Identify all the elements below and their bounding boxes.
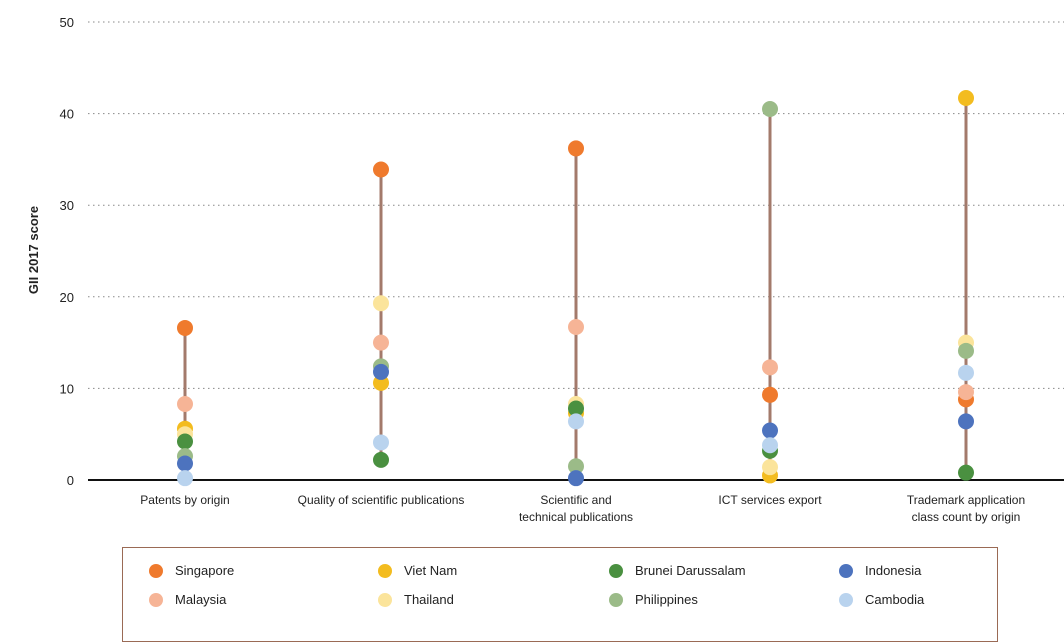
y-tick-label: 0	[67, 473, 74, 488]
data-point	[568, 140, 584, 157]
legend-label: Thailand	[404, 592, 454, 607]
legend: Singapore Viet Nam Brunei Darussalam Indone…	[122, 547, 998, 642]
y-tick-label: 10	[60, 381, 74, 396]
data-point	[762, 437, 778, 454]
data-point	[177, 455, 193, 472]
category-label: Scientific and	[540, 493, 611, 507]
legend-label: Malaysia	[175, 592, 227, 607]
data-point	[958, 90, 974, 107]
data-point	[958, 364, 974, 381]
legend-item: Malaysia	[149, 592, 226, 607]
legend-swatch	[839, 592, 853, 607]
data-point	[373, 451, 389, 468]
y-tick-label: 20	[60, 290, 74, 305]
data-point	[373, 374, 389, 391]
data-point	[958, 342, 974, 359]
data-point	[958, 384, 974, 401]
legend-swatch	[149, 563, 163, 578]
legend-label: Singapore	[175, 563, 235, 578]
legend-label: Cambodia	[865, 592, 925, 607]
data-point	[177, 433, 193, 450]
y-tick-label: 40	[60, 107, 74, 122]
category-label: Patents by origin	[140, 493, 229, 507]
legend-item: Brunei Darussalam	[609, 563, 746, 578]
category-label: technical publications	[519, 510, 633, 524]
legend-swatch	[609, 563, 623, 578]
y-axis-label: GII 2017 score	[26, 206, 41, 294]
data-point	[568, 470, 584, 487]
legend-swatch	[609, 592, 623, 607]
data-point	[568, 458, 584, 475]
y-tick-label: 50	[60, 15, 74, 30]
legend-item: Singapore	[149, 563, 234, 578]
legend-label: Indonesia	[865, 563, 922, 578]
data-point	[373, 295, 389, 312]
legend-item: Indonesia	[839, 563, 921, 578]
data-point	[762, 359, 778, 376]
legend-item: Cambodia	[839, 592, 924, 607]
legend-label: Philippines	[635, 592, 698, 607]
category-label: Quality of scientific publications	[298, 493, 465, 507]
legend-swatch	[378, 563, 392, 578]
data-point	[568, 319, 584, 336]
chart: 0 10 20 30 40 50 GII 2017 score Patents by or…	[26, 15, 1064, 524]
data-point	[373, 334, 389, 351]
data-point	[762, 422, 778, 439]
data-point	[568, 400, 584, 417]
data-point	[373, 363, 389, 380]
legend-item: Viet Nam	[378, 563, 457, 578]
y-tick-labels: 0 10 20 30 40 50	[60, 15, 74, 488]
data-point	[177, 319, 193, 336]
legend-item: Philippines	[609, 592, 698, 607]
data-point	[762, 101, 778, 118]
data-points	[177, 90, 974, 487]
legend-swatch	[378, 592, 392, 607]
data-point	[373, 434, 389, 451]
legend-swatch	[839, 563, 853, 578]
legend-item: Thailand	[378, 592, 454, 607]
data-point	[762, 386, 778, 403]
category-label: Trademark application	[907, 493, 1025, 507]
y-tick-label: 30	[60, 198, 74, 213]
data-point	[958, 464, 974, 481]
data-point	[762, 459, 778, 476]
category-label: class count by origin	[912, 510, 1021, 524]
category-labels: Patents by origin Quality of scientific p…	[140, 493, 1025, 524]
legend-label: Viet Nam	[404, 563, 458, 578]
category-label: ICT services export	[718, 493, 822, 507]
legend-swatch	[149, 592, 163, 607]
data-point	[568, 413, 584, 430]
legend-label: Brunei Darussalam	[635, 563, 746, 578]
data-point	[373, 161, 389, 178]
data-point	[177, 470, 193, 487]
data-point	[177, 395, 193, 412]
data-point	[958, 413, 974, 430]
